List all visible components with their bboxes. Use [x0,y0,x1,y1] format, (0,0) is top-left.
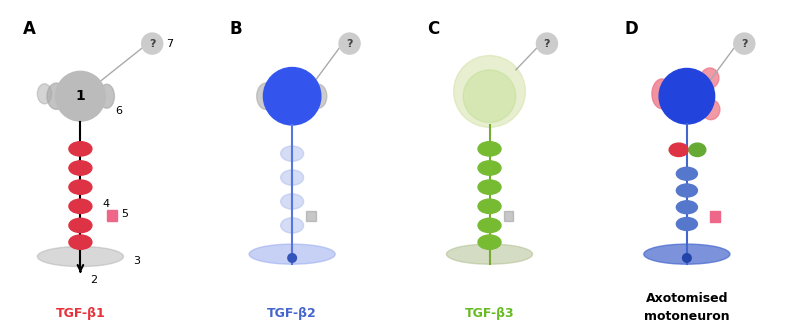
Ellipse shape [478,218,501,233]
Circle shape [734,33,755,54]
Text: B: B [230,19,243,38]
Ellipse shape [249,244,335,264]
Ellipse shape [99,84,115,108]
FancyBboxPatch shape [504,211,513,221]
FancyBboxPatch shape [306,211,316,221]
Ellipse shape [447,244,533,264]
Text: TGF-β3: TGF-β3 [465,307,514,321]
Ellipse shape [677,217,697,230]
Ellipse shape [677,201,697,214]
Ellipse shape [69,142,92,156]
FancyBboxPatch shape [107,210,117,221]
Text: 4: 4 [102,199,109,209]
Ellipse shape [69,161,92,175]
Ellipse shape [281,170,303,185]
Text: motoneuron: motoneuron [644,310,730,323]
Circle shape [682,254,691,262]
Ellipse shape [700,68,719,88]
Ellipse shape [644,244,730,264]
Text: Axotomised: Axotomised [646,292,728,305]
Ellipse shape [677,167,697,180]
Text: 5: 5 [121,209,128,219]
Text: ?: ? [149,39,155,49]
Ellipse shape [281,194,303,209]
Ellipse shape [310,84,327,108]
Ellipse shape [463,70,516,123]
Text: 3: 3 [133,256,140,266]
Ellipse shape [281,146,303,161]
Ellipse shape [478,180,501,194]
Text: A: A [23,19,36,38]
Text: C: C [427,19,439,38]
Ellipse shape [281,218,303,233]
Ellipse shape [689,143,706,157]
Ellipse shape [478,235,501,249]
Text: 1: 1 [76,89,85,103]
Ellipse shape [69,180,92,194]
Ellipse shape [257,83,275,110]
Ellipse shape [677,184,697,197]
Circle shape [142,33,162,54]
Ellipse shape [47,83,66,110]
Ellipse shape [69,235,92,249]
Ellipse shape [69,199,92,213]
FancyBboxPatch shape [710,211,720,222]
Circle shape [288,254,296,262]
Circle shape [659,69,715,124]
Ellipse shape [652,79,672,109]
Ellipse shape [37,84,52,104]
Text: 7: 7 [166,39,174,49]
Text: 2: 2 [90,276,97,286]
Text: ?: ? [544,39,550,49]
Text: D: D [625,19,638,38]
Ellipse shape [702,99,720,120]
Text: ?: ? [346,39,353,49]
Text: TGF-β2: TGF-β2 [267,307,317,321]
Ellipse shape [37,247,123,266]
Circle shape [339,33,360,54]
Circle shape [56,71,105,121]
Ellipse shape [69,218,92,233]
Ellipse shape [454,55,525,127]
Ellipse shape [478,161,501,175]
Text: 6: 6 [115,106,123,116]
Ellipse shape [478,199,501,213]
Text: TGF-β1: TGF-β1 [56,307,105,321]
Ellipse shape [669,143,689,157]
Circle shape [537,33,557,54]
Ellipse shape [478,142,501,156]
Text: ?: ? [741,39,747,49]
Circle shape [263,68,321,125]
